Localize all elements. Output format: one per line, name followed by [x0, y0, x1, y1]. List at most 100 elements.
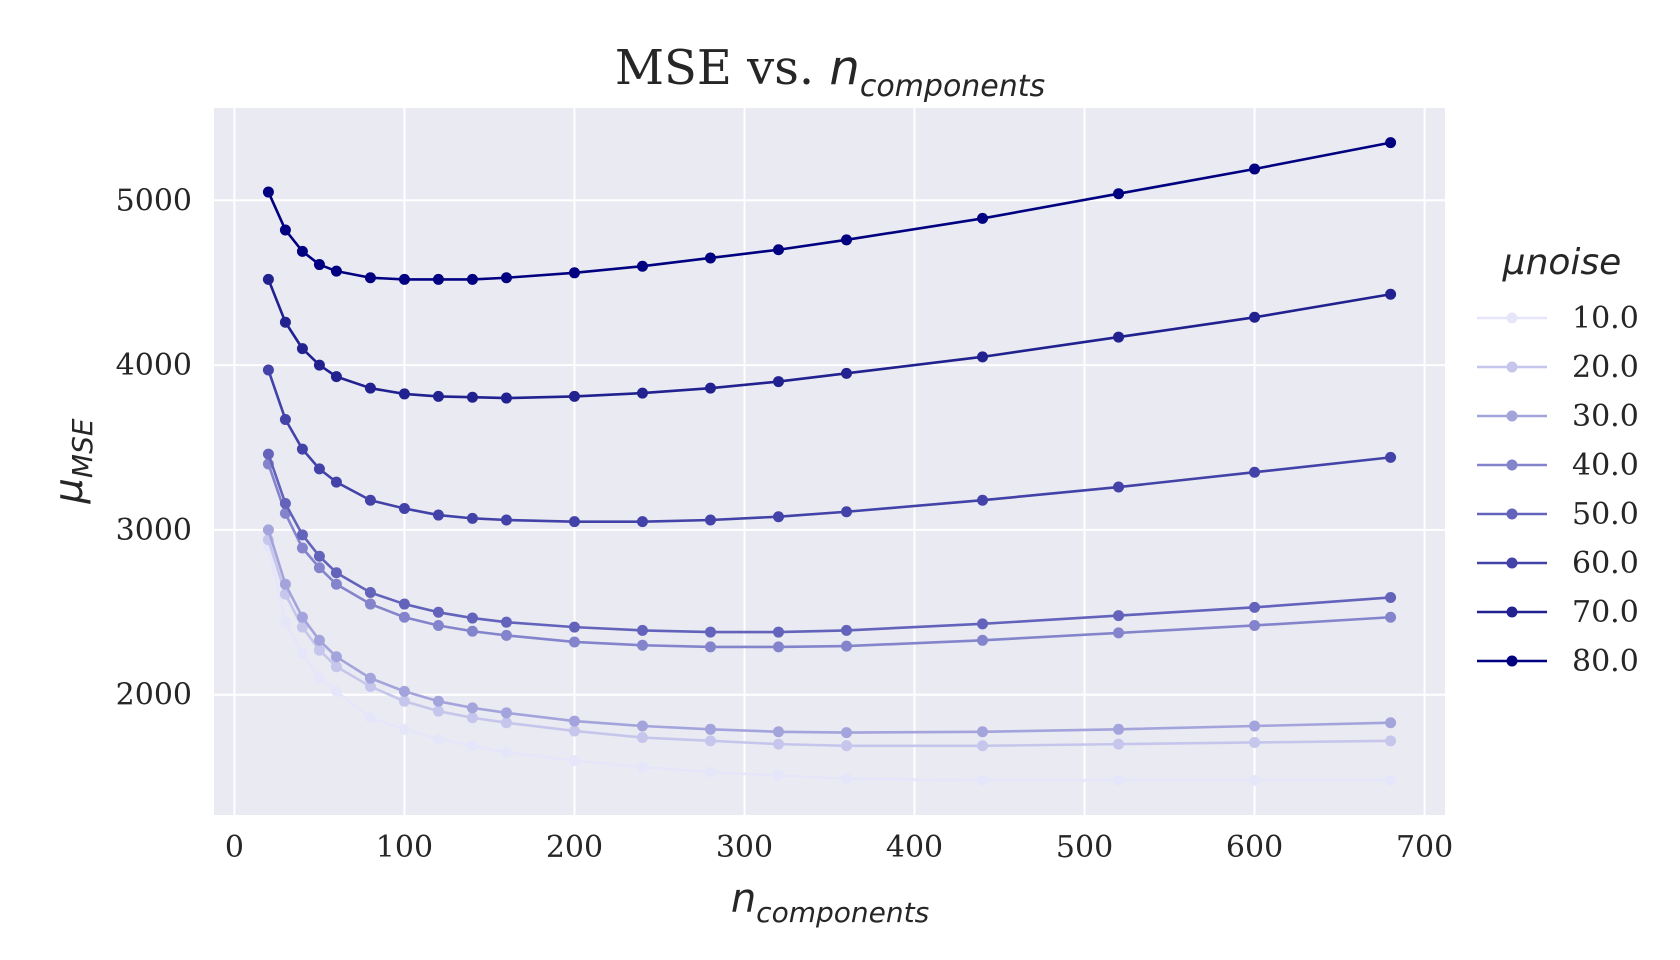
data-point-30.0-160 [500, 707, 512, 719]
data-point-40.0-240 [636, 639, 648, 651]
data-point-70.0-20 [262, 273, 274, 285]
data-point-20.0-280 [704, 735, 716, 747]
data-point-20.0-320 [772, 738, 784, 750]
legend-item-70.0: 70.0 [1477, 595, 1639, 630]
data-point-60.0-280 [704, 514, 716, 526]
data-point-80.0-30 [279, 224, 291, 236]
data-point-60.0-200 [568, 516, 580, 528]
data-point-60.0-60 [330, 476, 342, 488]
x-tick-labels: 0 100 200 300 400 500 600 700 [225, 830, 1453, 865]
data-point-80.0-280 [704, 252, 716, 264]
data-point-20.0-680 [1385, 735, 1397, 747]
y-tick-label-2: 4000 [116, 348, 192, 383]
legend-marker-30.0 [1506, 410, 1518, 422]
data-point-80.0-100 [398, 273, 410, 285]
y-tick-label-1: 3000 [116, 513, 192, 548]
data-point-10.0-80 [364, 712, 376, 724]
data-point-80.0-200 [568, 267, 580, 279]
data-point-50.0-280 [704, 626, 716, 638]
series-70.0 [262, 273, 1397, 404]
data-point-10.0-200 [568, 755, 580, 767]
data-point-70.0-280 [704, 382, 716, 394]
data-point-70.0-80 [364, 382, 376, 394]
legend-marker-50.0 [1506, 508, 1518, 520]
legend-label-60.0: 60.0 [1572, 546, 1639, 581]
data-point-30.0-440 [977, 726, 989, 738]
data-point-50.0-600 [1249, 601, 1261, 613]
data-point-20.0-200 [568, 725, 580, 737]
data-point-50.0-30 [279, 498, 291, 510]
data-point-80.0-320 [772, 244, 784, 256]
x-tick-label-5: 500 [1056, 830, 1113, 865]
data-point-10.0-160 [500, 746, 512, 758]
y-tick-labels: 2000 3000 4000 5000 [116, 183, 192, 712]
data-point-80.0-440 [977, 212, 989, 224]
data-point-70.0-240 [636, 387, 648, 399]
data-point-50.0-20 [262, 448, 274, 460]
data-point-60.0-320 [772, 511, 784, 523]
legend-label-70.0: 70.0 [1572, 595, 1639, 630]
y-tick-label-3: 5000 [116, 183, 192, 218]
data-point-10.0-520 [1113, 774, 1125, 786]
data-point-30.0-20 [262, 524, 274, 536]
data-point-10.0-320 [772, 769, 784, 781]
data-point-30.0-280 [704, 723, 716, 735]
legend-marker-20.0 [1506, 361, 1518, 373]
legend-item-80.0: 80.0 [1477, 644, 1639, 679]
y-axis-label: μMSE [46, 418, 99, 504]
data-point-20.0-360 [841, 740, 853, 752]
data-point-70.0-100 [398, 388, 410, 400]
data-point-30.0-680 [1385, 717, 1397, 729]
data-point-20.0-240 [636, 732, 648, 744]
data-point-10.0-50 [313, 672, 325, 684]
legend-marker-40.0 [1506, 459, 1518, 471]
data-point-60.0-520 [1113, 481, 1125, 493]
chart-title: MSE vs. ncomponents [615, 40, 1045, 104]
data-point-60.0-680 [1385, 451, 1397, 463]
data-point-40.0-280 [704, 641, 716, 653]
y-tick-label-0: 2000 [116, 678, 192, 713]
x-tick-label-2: 200 [546, 830, 603, 865]
series-40.0 [262, 458, 1397, 653]
data-point-80.0-60 [330, 265, 342, 277]
data-point-20.0-50 [313, 644, 325, 656]
series-50.0 [262, 448, 1397, 638]
legend-items: 10.0 20.0 30.0 40.0 50.0 60.0 70.0 80.0 [1477, 301, 1639, 679]
data-point-50.0-80 [364, 587, 376, 599]
data-point-60.0-80 [364, 494, 376, 506]
data-point-50.0-440 [977, 618, 989, 630]
data-point-30.0-140 [466, 702, 478, 714]
legend-item-30.0: 30.0 [1477, 399, 1639, 434]
legend-label-40.0: 40.0 [1572, 448, 1639, 483]
data-point-70.0-140 [466, 391, 478, 403]
data-point-10.0-440 [977, 774, 989, 786]
data-point-40.0-40 [296, 542, 308, 554]
data-point-70.0-440 [977, 351, 989, 363]
plot-area [214, 108, 1445, 815]
data-point-50.0-240 [636, 624, 648, 636]
data-point-30.0-120 [432, 695, 444, 707]
data-point-80.0-20 [262, 186, 274, 198]
series-20.0 [262, 534, 1397, 752]
legend-item-40.0: 40.0 [1477, 448, 1639, 483]
data-point-60.0-120 [432, 509, 444, 521]
data-point-60.0-140 [466, 512, 478, 524]
data-point-50.0-320 [772, 626, 784, 638]
x-axis-label: ncomponents [731, 876, 929, 929]
data-point-10.0-600 [1249, 774, 1261, 786]
data-point-50.0-40 [296, 529, 308, 541]
data-point-20.0-440 [977, 740, 989, 752]
data-point-30.0-320 [772, 726, 784, 738]
data-point-30.0-520 [1113, 723, 1125, 735]
data-point-80.0-360 [841, 234, 853, 246]
data-point-20.0-40 [296, 621, 308, 633]
data-point-60.0-30 [279, 413, 291, 425]
data-point-80.0-600 [1249, 163, 1261, 175]
data-point-30.0-80 [364, 672, 376, 684]
legend-label-10.0: 10.0 [1572, 301, 1639, 336]
legend-label-20.0: 20.0 [1572, 350, 1639, 385]
data-point-40.0-440 [977, 634, 989, 646]
data-point-40.0-200 [568, 636, 580, 648]
legend-label-30.0: 30.0 [1572, 399, 1639, 434]
data-point-80.0-80 [364, 272, 376, 284]
